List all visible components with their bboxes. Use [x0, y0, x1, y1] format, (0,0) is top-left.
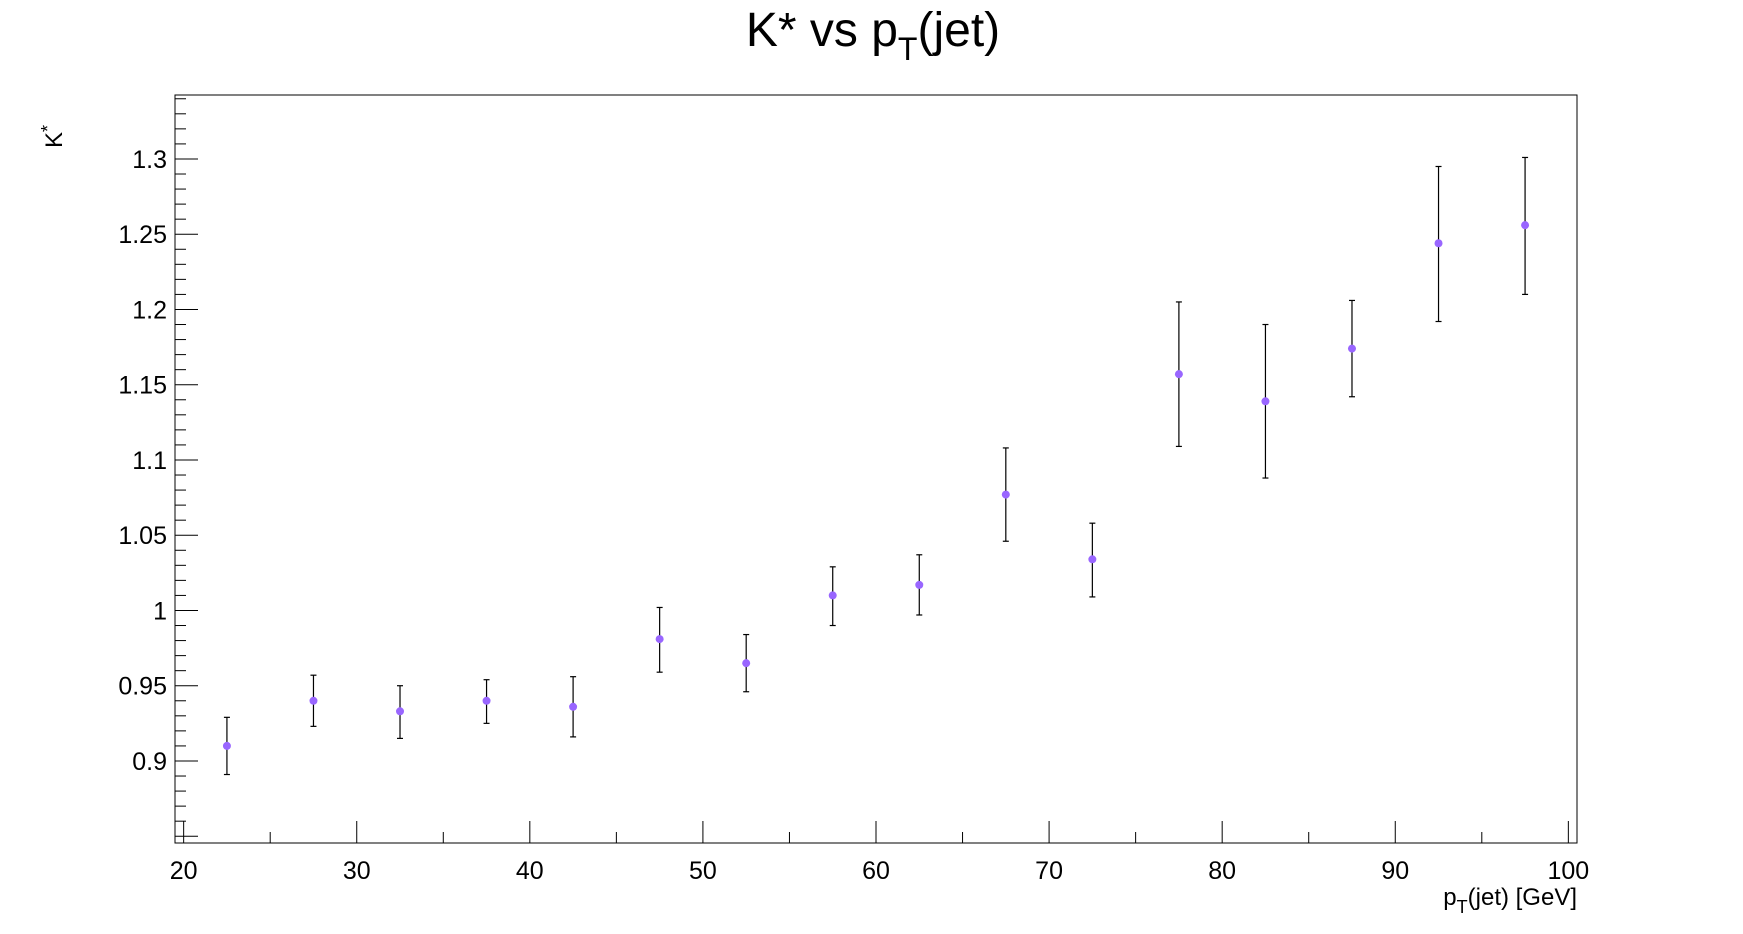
x-tick-label: 80 [1208, 857, 1236, 885]
y-tick-label: 0.9 [132, 748, 167, 776]
y-tick-label: 1.25 [118, 221, 167, 249]
data-point [482, 696, 491, 705]
chart-title: K* vs pT(jet) [746, 4, 1000, 67]
x-tick-label: 100 [1547, 857, 1589, 885]
data-point [1174, 370, 1183, 379]
data-point [1347, 344, 1356, 353]
data-point [569, 702, 578, 711]
plot-frame [174, 94, 1578, 844]
data-point [1434, 239, 1443, 248]
y-axis-title: K* [38, 125, 68, 148]
x-tick-label: 40 [516, 857, 544, 885]
y-tick-label: 1.1 [132, 447, 167, 475]
x-tick-label: 70 [1035, 857, 1063, 885]
y-axis: 0.9 0.95 1 1.05 1.1 1.15 1.2 1.25 1.3 [118, 98, 198, 837]
data-series [222, 156, 1530, 776]
y-tick-label: 1.2 [132, 296, 167, 324]
data-point [915, 580, 924, 589]
y-tick-label: 1.05 [118, 522, 167, 550]
x-tick-label: 20 [170, 857, 198, 885]
y-tick-label: 1.3 [132, 146, 167, 174]
data-point [828, 591, 837, 600]
x-axis: 20 30 40 50 60 70 80 90 100 [170, 821, 1589, 885]
y-tick-label: 1.15 [118, 372, 167, 400]
data-point [1001, 490, 1010, 499]
data-point [309, 696, 318, 705]
data-point [1088, 555, 1097, 564]
x-axis-title: pT(jet) [GeV] [1443, 884, 1577, 917]
y-tick-label: 0.95 [118, 673, 167, 701]
x-tick-label: 90 [1381, 857, 1409, 885]
x-tick-label: 50 [689, 857, 717, 885]
data-point [742, 659, 751, 668]
data-point [1261, 397, 1270, 406]
data-point [396, 707, 405, 716]
data-point [655, 635, 664, 644]
data-point [1521, 221, 1530, 230]
x-tick-label: 30 [343, 857, 371, 885]
y-tick-label: 1 [153, 597, 167, 625]
x-tick-label: 60 [862, 857, 890, 885]
data-point [222, 741, 231, 750]
